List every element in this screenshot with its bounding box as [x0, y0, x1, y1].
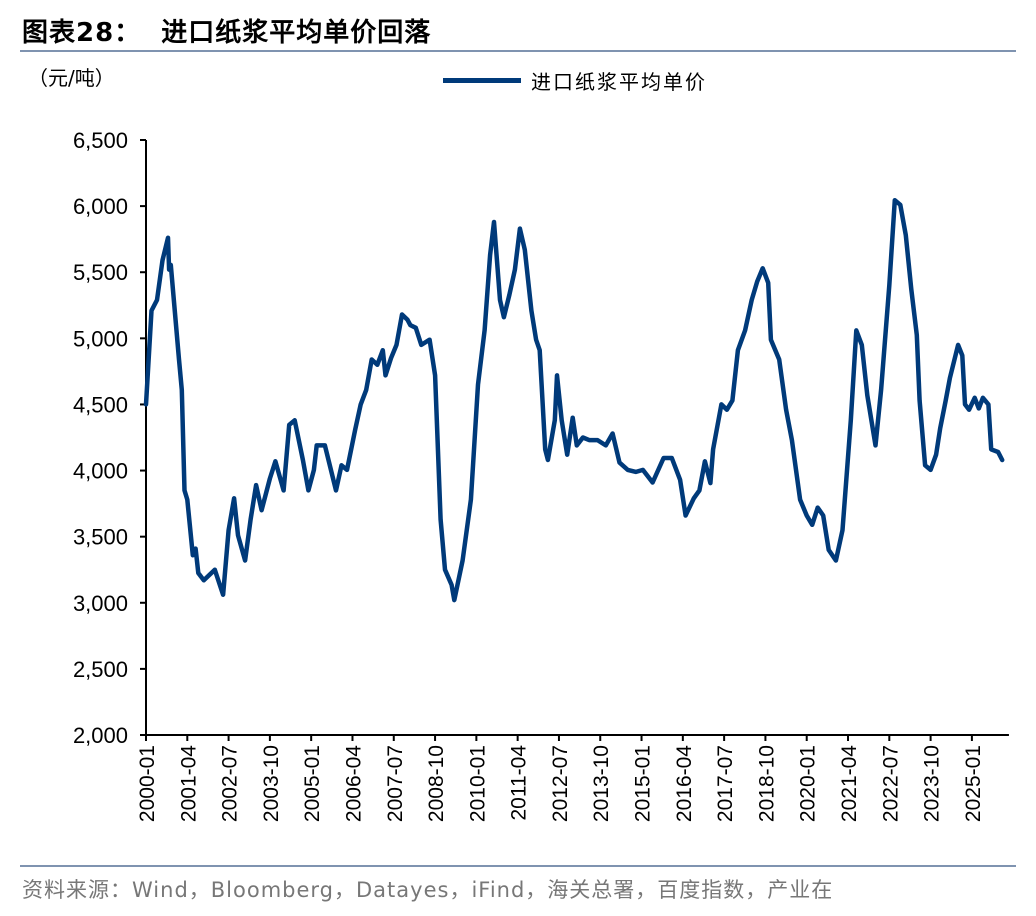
x-tick-label: 2003-10 [260, 745, 283, 822]
y-tick-label: 6,000 [73, 194, 128, 219]
source-note: 资料来源：Wind，Bloomberg，Datayes，iFind，海关总署，百… [22, 878, 834, 902]
x-tick-label: 2002-07 [219, 745, 242, 822]
x-tick-label: 2021-04 [838, 745, 861, 822]
x-tick-label: 2008-10 [425, 745, 448, 822]
y-tick-label: 2,000 [73, 723, 128, 748]
x-tick-label: 2023-10 [921, 745, 944, 822]
x-tick-label: 2011-04 [508, 745, 531, 821]
x-tick-label: 2016-04 [673, 745, 696, 822]
x-tick-label: 2015-01 [632, 745, 655, 822]
x-tick-label: 2012-07 [549, 745, 572, 822]
x-tick-label: 2020-01 [797, 745, 820, 822]
x-tick-label: 2010-01 [466, 745, 489, 822]
y-tick-label: 3,500 [73, 525, 128, 550]
series-line [143, 197, 1005, 603]
y-tick-label: 5,000 [73, 326, 128, 351]
y-tick-label: 4,000 [73, 459, 128, 484]
x-tick-label: 2017-07 [714, 745, 737, 822]
y-tick-label: 4,500 [73, 392, 128, 417]
x-tick-label: 2013-10 [590, 745, 613, 822]
legend-swatch [443, 78, 521, 83]
x-tick-label: 2006-04 [342, 745, 365, 822]
x-tick-label: 2005-01 [301, 745, 324, 822]
x-tick-label: 2000-01 [136, 745, 159, 822]
y-tick-label: 3,000 [73, 591, 128, 616]
y-tick-label: 5,500 [73, 260, 128, 285]
y-axis-unit: （元/吨） [28, 66, 115, 90]
x-tick-label: 2018-10 [755, 745, 778, 822]
bottom-rule [20, 865, 1016, 867]
legend: 进口纸浆平均单价 [443, 66, 707, 95]
legend-label: 进口纸浆平均单价 [531, 70, 707, 94]
top-rule [20, 50, 1016, 52]
x-tick-label: 2025-01 [962, 745, 985, 822]
x-tick-label: 2022-07 [879, 745, 902, 822]
x-tick-label: 2001-04 [177, 745, 200, 822]
y-tick-label: 6,500 [73, 128, 128, 153]
chart-title: 图表28： 进口纸浆平均单价回落 [22, 18, 432, 48]
x-tick-label: 2007-07 [384, 745, 407, 822]
y-tick-label: 2,500 [73, 657, 128, 682]
